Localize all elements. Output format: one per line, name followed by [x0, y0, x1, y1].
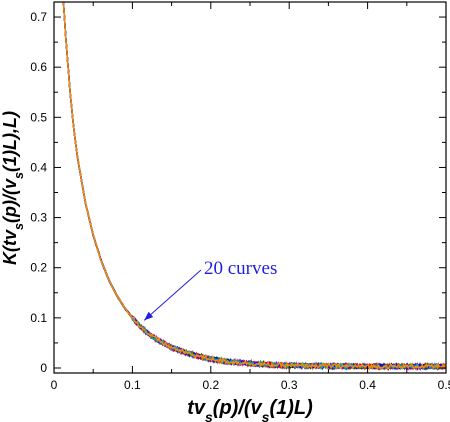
x-tick-label: 0 — [51, 378, 58, 392]
x-tick-label: 0.3 — [281, 378, 298, 392]
annotation-label: 20 curves — [204, 258, 277, 279]
y-tick-label: 0.7 — [30, 10, 47, 24]
annotation-arrowhead — [144, 311, 154, 321]
x-axis-title: tvs(p)/(vs(1)L) — [187, 397, 313, 422]
y-axis-ticks: 0 0.1 0.2 0.3 0.4 0.5 0.6 0.7 — [30, 10, 446, 375]
y-tick-label: 0 — [40, 361, 47, 375]
annotation-arrow — [143, 269, 202, 321]
x-tick-label: 0.1 — [124, 378, 141, 392]
y-tick-label: 0.4 — [30, 160, 47, 174]
x-tick-label: 0.4 — [359, 378, 376, 392]
x-axis-ticks: 0 0.1 0.2 0.3 0.4 0.5 — [51, 2, 450, 392]
series-curve-20 — [62, 2, 446, 371]
y-tick-label: 0.5 — [30, 110, 47, 124]
y-tick-label: 0.3 — [30, 211, 47, 225]
data-curves — [62, 2, 446, 372]
y-tick-label: 0.2 — [30, 261, 47, 275]
y-tick-label: 0.6 — [30, 60, 47, 74]
x-tick-label: 0.2 — [202, 378, 219, 392]
annotation-group: 20 curves — [143, 258, 277, 321]
y-tick-label: 0.1 — [30, 311, 47, 325]
x-tick-label: 0.5 — [438, 378, 450, 392]
y-axis-title: K(tvs(p)/(vs(1)L),L) — [0, 111, 26, 265]
